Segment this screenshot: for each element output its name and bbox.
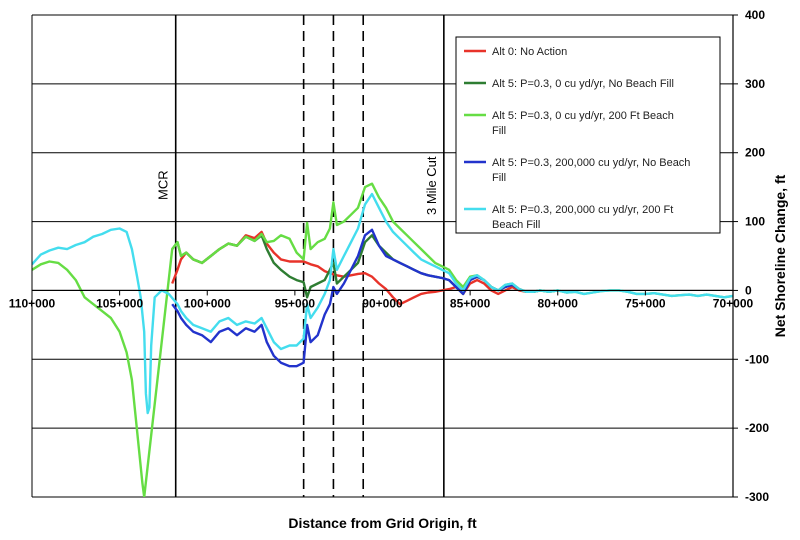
legend-label-line: Alt 5: P=0.3, 200,000 cu yd/yr, 200 Ft [492,204,673,216]
x-tick-label: 110+000 [9,296,56,310]
legend-label-line: Alt 5: P=0.3, 0 cu yd/yr, 200 Ft Beach [492,110,674,122]
y-tick-label: -300 [745,490,769,504]
legend-box [455,36,721,234]
legend-label-line: Beach Fill [492,219,540,231]
x-tick-label: 70+000 [713,296,754,310]
series-line-5 [32,192,733,415]
annotation-label: 3 Mile Cut [424,156,439,215]
y-tick-label: 300 [745,77,765,91]
legend-label-3: Alt 5: P=0.3, 0 cu yd/yr, 200 Ft Beach Fi… [492,110,674,137]
axes [31,14,738,498]
x-tick-labels: 110+000 105+000 100+000 95+000 90+000 85+000 8… [9,296,754,310]
x-tick-label: 90+000 [362,296,403,310]
x-tick-label: 105+000 [96,296,143,310]
y-tick-label: -200 [745,421,769,435]
y-tick-label: 200 [745,146,765,160]
y-tick-label: -100 [745,352,769,366]
x-axis-title: Distance from Grid Origin, ft [288,515,477,531]
x-tick-label: 100+000 [184,296,231,310]
y-tick-labels: 400 300 200 100 0 -100 -200 -300 [745,8,769,504]
y-tick-label: 0 [745,283,752,297]
x-tick-label: 80+000 [538,296,579,310]
y-tick-label: 100 [745,215,765,229]
legend-label-line: Fill [492,172,506,184]
legend: Alt 0: No Action Alt 5: P=0.3, 0 cu yd/yr… [455,36,721,234]
x-tick-label: 75+000 [625,296,666,310]
gridlines [32,14,733,498]
legend-label-line: Alt 5: P=0.3, 0 cu yd/yr, No Beach Fill [492,78,674,90]
annotations: MCR 3 Mile Cut [156,156,439,215]
legend-label-line: Alt 0: No Action [492,46,567,58]
legend-label-2: Alt 5: P=0.3, 0 cu yd/yr, No Beach Fill [492,78,674,90]
legend-label-5: Alt 5: P=0.3, 200,000 cu yd/yr, 200 Ft Be… [492,204,673,231]
series-lines [32,182,733,497]
y-tick-label: 400 [745,8,765,22]
y-axis-title: Net Shoreline Change, ft [772,174,788,337]
legend-label-line: Alt 5: P=0.3, 200,000 cu yd/yr, No Beach [492,157,690,169]
annotation-label: MCR [156,170,171,200]
x-tick-label: 85+000 [450,296,491,310]
legend-label-4: Alt 5: P=0.3, 200,000 cu yd/yr, No Beach… [492,157,690,184]
x-tick-label: 95+000 [275,296,316,310]
legend-label-1: Alt 0: No Action [492,46,567,58]
legend-label-line: Fill [492,125,506,137]
